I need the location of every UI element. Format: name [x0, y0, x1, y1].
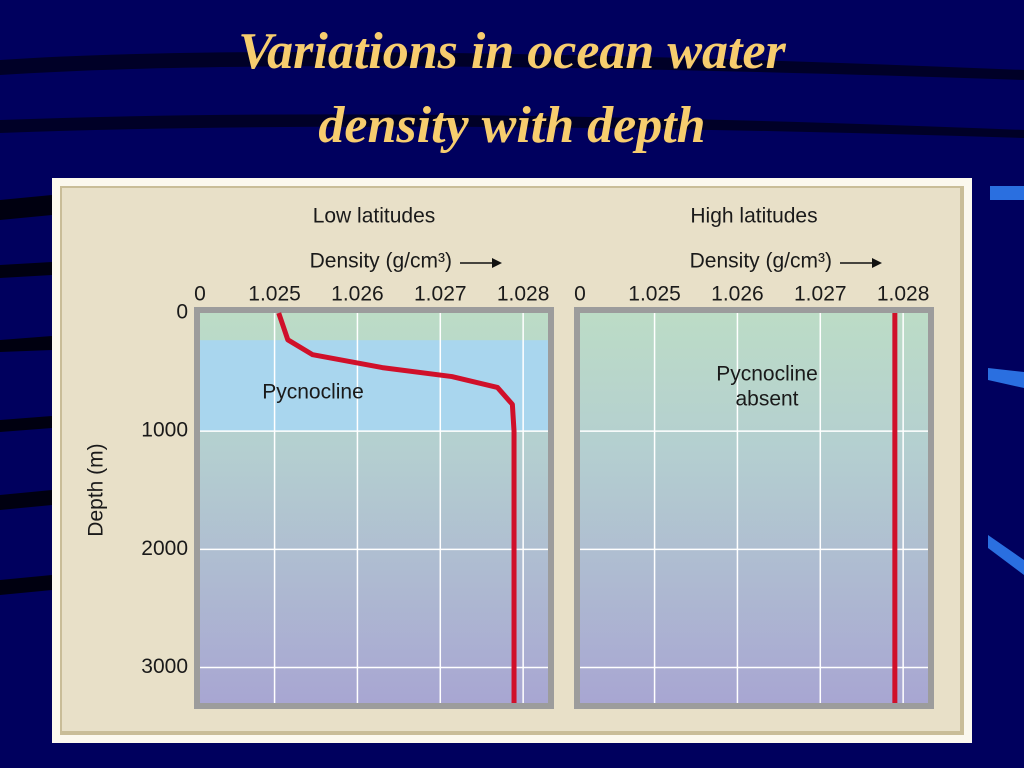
panel-title: High latitudes: [690, 205, 817, 228]
annotation: absent: [735, 388, 798, 411]
x-axis-label: Density (g/cm³): [310, 250, 452, 273]
plot-area: [580, 313, 928, 703]
x-tick-label: 1.028: [497, 283, 550, 306]
y-tick-label: 0: [176, 301, 188, 324]
x-axis-label: Density (g/cm³): [690, 250, 832, 273]
arrowhead: [492, 258, 502, 268]
y-tick-label: 2000: [141, 537, 188, 560]
slide-title: Variations in ocean water: [238, 23, 786, 80]
x-break-label: 0: [574, 283, 586, 306]
y-tick-label: 3000: [141, 655, 188, 678]
annotation: Pycnocline: [716, 363, 818, 386]
x-tick-label: 1.026: [711, 283, 764, 306]
x-tick-label: 1.025: [248, 283, 301, 306]
x-tick-label: 1.028: [877, 283, 930, 306]
x-break-label: 0: [194, 283, 206, 306]
x-tick-label: 1.027: [414, 283, 467, 306]
slide-title: density with depth: [318, 97, 705, 154]
y-axis-label: Depth (m): [85, 443, 108, 536]
x-tick-label: 1.026: [331, 283, 384, 306]
annotation: Pycnocline: [262, 381, 364, 404]
y-tick-label: 1000: [141, 419, 188, 442]
x-tick-label: 1.025: [628, 283, 681, 306]
density-line: [276, 312, 517, 703]
x-tick-label: 1.027: [794, 283, 847, 306]
panel-title: Low latitudes: [313, 205, 436, 228]
arrowhead: [872, 258, 882, 268]
